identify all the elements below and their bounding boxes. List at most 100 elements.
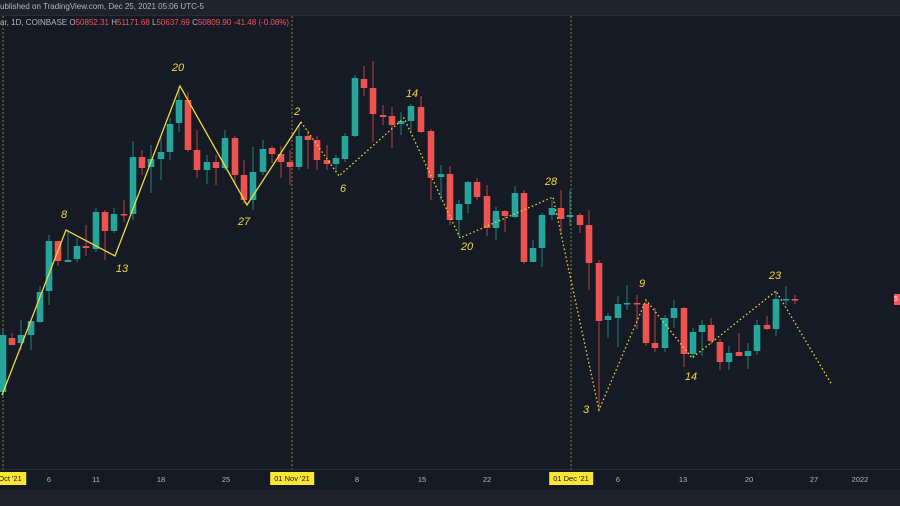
candle [92,208,100,252]
candle [277,146,285,178]
candle [101,210,109,260]
wave-label: 23 [768,270,782,282]
wave-label: 14 [685,371,697,383]
time-tick: 6 [46,475,52,484]
candle [120,200,128,222]
change-value: -41.48 (-0.08%) [233,18,290,27]
candle [557,190,565,235]
candle [791,295,799,304]
time-tick: 13 [678,475,688,484]
candle [492,207,500,240]
time-tick: 15 [417,475,427,484]
candle [455,200,463,236]
candle [45,235,53,305]
wave-label: 20 [171,62,185,74]
published-info: ublished on TradingView.com, Dec 25, 202… [0,2,204,11]
candle [64,230,72,262]
time-tick: 01 Dec '21 [549,472,593,485]
candle [369,61,377,142]
wave-label: 27 [237,216,251,228]
candlestick-chart[interactable]: 8 13 20 27 2 6 14 20 28 3 9 14 23 [0,16,900,469]
candle [725,346,733,370]
candle [268,146,276,163]
candle [716,339,724,370]
candle [388,107,396,148]
symbol-info: ar, 1D, COINBASE [0,18,68,27]
wave-line-solid [1,84,302,396]
time-tick: 01 Nov '21 [270,472,314,485]
candle [511,186,519,218]
candle [782,286,790,305]
time-axis[interactable]: Oct '21 6 11 18 25 01 Nov '21 8 15 22 01 Dec '21 6… [0,469,900,491]
candle [661,315,669,352]
last-price-tag: 5 [894,294,900,305]
candle [240,160,248,204]
candle [585,210,593,290]
candle [576,213,584,233]
candle [744,343,752,369]
candle [464,181,472,213]
time-tick: Oct '21 [0,472,26,485]
candle [286,150,294,185]
candle [427,129,435,200]
wave-label: 6 [340,183,347,195]
close-value: 50809.90 [197,18,232,27]
candle [651,308,659,352]
candle [184,92,192,152]
header-bar: ublished on TradingView.com, Dec 25, 202… [0,0,900,16]
wave-label: 28 [544,176,558,188]
candle [231,136,239,182]
candle [259,140,267,175]
candle [698,320,706,356]
candle [417,96,425,133]
candle [642,300,650,346]
candle [73,238,81,262]
time-tick: 22 [482,475,492,484]
candle [548,200,556,220]
candle [351,75,359,137]
time-tick: 18 [156,475,166,484]
candle [295,125,303,170]
wave-label: 9 [639,278,645,290]
wave-label: 13 [116,263,129,275]
wave-label: 2 [293,106,300,118]
candle [221,130,229,170]
time-tick: 27 [809,475,819,484]
wave-label: 20 [460,241,474,253]
candle [772,291,780,336]
candle [249,147,257,210]
candle [689,328,697,358]
time-tick: 20 [744,475,754,484]
candle [379,105,387,125]
candle [763,316,771,330]
candle [8,333,16,345]
wave-label: 14 [406,88,418,100]
candle [27,320,35,350]
candle [138,150,146,175]
candle [203,155,211,184]
candle [437,165,445,200]
candle [614,296,622,347]
candle [566,190,574,226]
candle [633,295,641,329]
time-tick: 2022 [851,475,869,484]
wave-line-dotted [300,116,833,413]
candle [397,112,405,135]
wave-label: 8 [61,209,68,221]
footer-bar [0,490,900,506]
high-value: 51171.68 [117,18,150,27]
candle [212,155,220,185]
candle [193,130,201,178]
candle [110,208,118,233]
wave-label: 3 [583,404,590,416]
open-value: 50852.31 [75,18,109,27]
candle [0,330,7,398]
candle [313,136,321,170]
candle [753,320,761,355]
time-tick: 6 [615,475,621,484]
candle [680,307,688,367]
candle [323,145,331,170]
time-tick: 8 [354,475,360,484]
candle [707,318,715,344]
candle [538,213,546,267]
